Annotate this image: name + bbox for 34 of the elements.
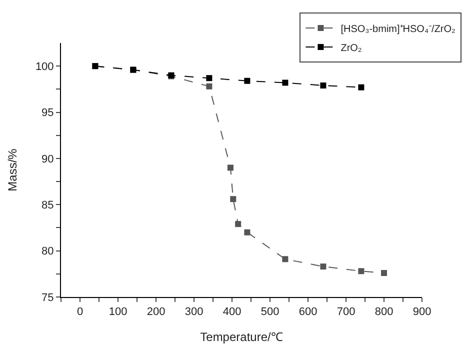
point bbox=[244, 78, 250, 84]
x-tick-label: 600 bbox=[298, 306, 318, 318]
x-tick-label: 0 bbox=[76, 306, 84, 318]
point bbox=[320, 82, 326, 88]
x-tick-label: 500 bbox=[260, 306, 280, 318]
x-tick-label: 800 bbox=[374, 306, 394, 318]
point bbox=[206, 83, 212, 90]
y-tick-label: 100 bbox=[35, 60, 54, 73]
x-tick-label: 900 bbox=[412, 306, 432, 318]
y-tick-label: 85 bbox=[42, 199, 54, 212]
x-tick-label: 300 bbox=[184, 306, 204, 318]
x-tick-label: 700 bbox=[336, 306, 356, 318]
point bbox=[244, 229, 250, 236]
y-tick-label: 90 bbox=[42, 153, 54, 166]
point bbox=[230, 196, 236, 202]
point bbox=[358, 268, 364, 274]
point bbox=[320, 264, 326, 270]
y-tick-label: 95 bbox=[42, 107, 54, 120]
y-tick-label: 80 bbox=[42, 246, 54, 258]
point bbox=[206, 75, 212, 82]
y-tick-label: 75 bbox=[42, 292, 54, 304]
point bbox=[358, 84, 364, 90]
point bbox=[227, 164, 234, 171]
legend-label: [HSO₃-bmim]⁺HSO₄⁻/ZrO₂ bbox=[340, 24, 456, 35]
y-axis-title: Mass/% bbox=[6, 148, 20, 192]
x-tick-label: 100 bbox=[108, 306, 128, 318]
point bbox=[282, 80, 288, 86]
x-tick-label: 400 bbox=[222, 306, 242, 318]
x-tick-label: 200 bbox=[146, 306, 166, 318]
x-axis-title: Temperature/℃ bbox=[200, 330, 283, 344]
point bbox=[381, 270, 387, 276]
legend-label: ZrO₂ bbox=[340, 42, 362, 54]
point bbox=[282, 256, 288, 262]
point bbox=[235, 221, 242, 228]
